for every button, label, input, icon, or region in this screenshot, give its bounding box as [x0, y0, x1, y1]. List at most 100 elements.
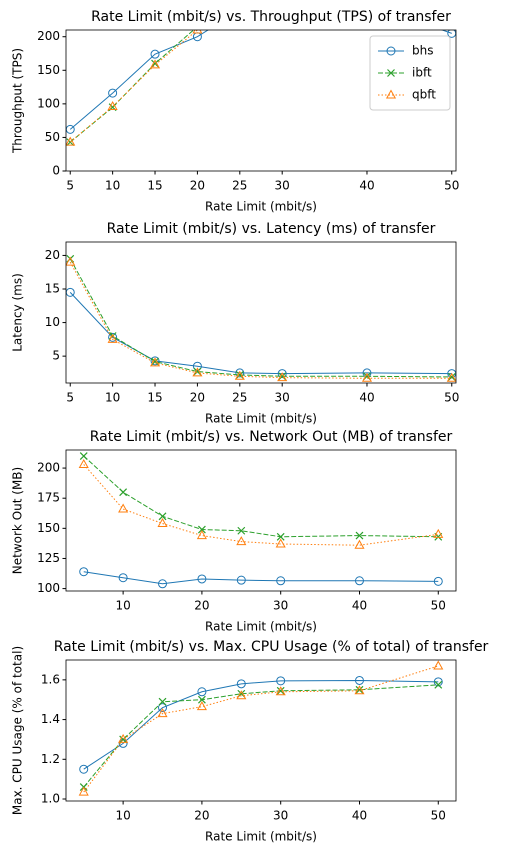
marker: [158, 512, 167, 521]
marker: [150, 49, 160, 59]
marker: [118, 503, 129, 513]
marker: [236, 575, 246, 585]
marker: [118, 733, 129, 743]
chart: Rate Limit (mbit/s) vs. Network Out (MB)…: [11, 429, 457, 634]
x-tick-label: 25: [232, 391, 247, 405]
legend-label: ibft: [412, 66, 432, 80]
marker: [234, 370, 245, 380]
marker: [277, 372, 288, 382]
x-tick-label: 20: [190, 391, 205, 405]
chart: Rate Limit (mbit/s) vs. Max. CPU Usage (…: [11, 639, 489, 844]
series-line: [69, 261, 452, 379]
x-axis-label: Rate Limit (mbit/s): [205, 412, 317, 426]
series-line: [83, 455, 439, 538]
x-tick-label: 30: [275, 391, 290, 405]
marker: [354, 685, 365, 695]
marker: [66, 256, 76, 266]
series-line: [83, 679, 439, 770]
marker: [355, 685, 364, 694]
marker: [446, 372, 456, 382]
y-tick-label: 50: [45, 130, 60, 144]
x-tick-label: 10: [105, 179, 120, 193]
marker: [276, 576, 286, 586]
marker: [149, 59, 161, 69]
marker: [78, 458, 89, 468]
axes-frame: [65, 659, 457, 802]
marker: [192, 367, 203, 377]
x-axis-label: Rate Limit (mbit/s): [205, 830, 317, 844]
series-line: [83, 684, 439, 788]
y-axis-label: Throughput (TPS): [11, 48, 25, 154]
plot: [66, 254, 456, 382]
y-tick-label: 10: [45, 315, 60, 329]
marker: [107, 333, 118, 343]
marker: [277, 369, 287, 379]
marker: [79, 452, 88, 460]
y-tick-label: 150: [37, 521, 60, 535]
x-axis-label: Rate Limit (mbit/s): [205, 200, 317, 214]
x-tick-label: 40: [359, 391, 374, 405]
marker: [433, 576, 443, 586]
marker: [196, 701, 207, 711]
y-axis-label: Network Out (MB): [11, 467, 25, 574]
x-tick-label: 50: [444, 179, 459, 193]
y-tick-label: 15: [45, 282, 60, 296]
marker: [108, 332, 118, 342]
x-tick-label: 5: [66, 391, 74, 405]
marker: [354, 576, 364, 586]
legend-marker: [386, 46, 396, 56]
y-tick-label: 0: [52, 164, 60, 178]
y-tick-label: 100: [37, 581, 60, 595]
y-tick-label: 1.4: [41, 712, 60, 726]
marker: [236, 536, 247, 546]
marker: [197, 525, 206, 534]
marker: [275, 538, 286, 548]
x-tick-label: 40: [359, 179, 374, 193]
y-tick-label: 1.0: [41, 792, 60, 806]
marker: [150, 356, 160, 366]
marker: [354, 675, 364, 685]
marker: [447, 373, 456, 381]
chart-title: Rate Limit (mbit/s) vs. Network Out (MB)…: [90, 429, 453, 445]
chart-title: Rate Limit (mbit/s) vs. Latency (ms) of …: [107, 221, 436, 237]
marker: [151, 59, 159, 68]
marker: [276, 686, 285, 695]
marker: [158, 703, 168, 713]
x-tick-label: 10: [105, 391, 120, 405]
x-tick-label: 50: [431, 599, 446, 613]
x-tick-label: 40: [352, 809, 367, 823]
marker: [197, 574, 207, 584]
x-tick-label: 30: [273, 599, 288, 613]
marker: [119, 735, 128, 744]
y-tick-label: 175: [37, 491, 60, 505]
series-line: [83, 665, 439, 793]
marker: [197, 687, 207, 697]
marker: [108, 88, 118, 98]
y-axis-label: Max. CPU Usage (% of total): [11, 646, 25, 815]
y-tick-label: 200: [37, 461, 60, 475]
y-tick-label: 100: [37, 96, 60, 110]
x-tick-label: 5: [66, 179, 74, 193]
series-line: [69, 30, 195, 143]
x-tick-label: 10: [115, 599, 130, 613]
marker: [78, 786, 89, 796]
marker: [118, 573, 128, 583]
marker: [236, 690, 247, 700]
marker: [107, 101, 118, 111]
marker: [275, 686, 286, 696]
axes-frame: [65, 449, 457, 592]
x-tick-label: 50: [431, 809, 446, 823]
marker: [433, 528, 444, 538]
y-tick-label: 150: [37, 63, 60, 77]
series-line: [69, 258, 452, 378]
marker: [235, 368, 245, 378]
series-line: [83, 464, 439, 546]
chart-title: Rate Limit (mbit/s) vs. Throughput (TPS)…: [91, 9, 451, 25]
marker: [235, 371, 244, 379]
legend-label: bhs: [412, 44, 433, 58]
x-tick-label: 30: [275, 179, 290, 193]
marker: [157, 517, 168, 528]
marker: [363, 0, 371, 7]
marker: [237, 526, 246, 535]
